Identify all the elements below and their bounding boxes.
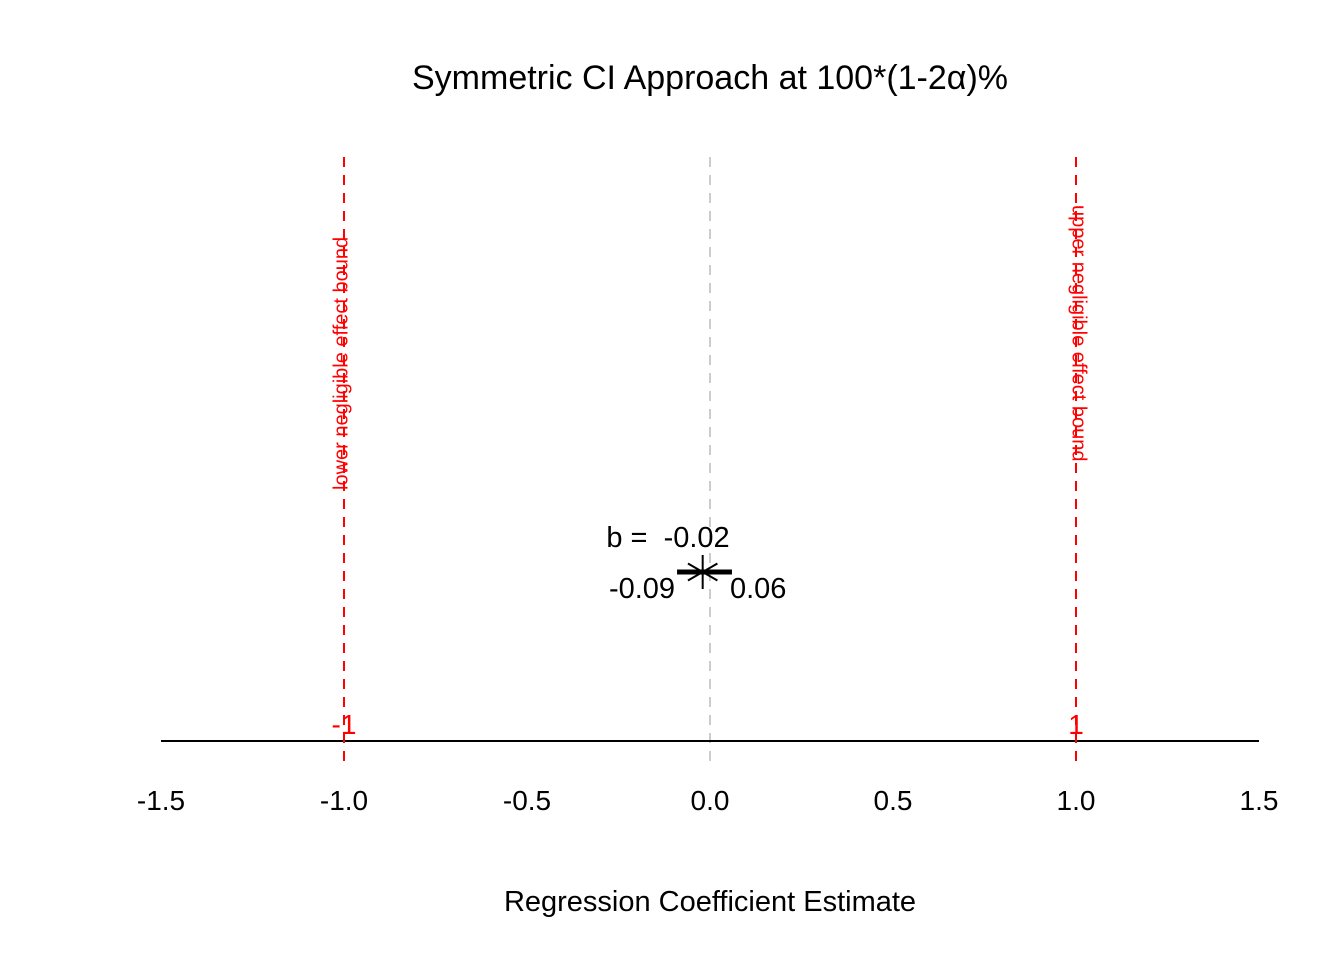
ci-lower-label: -0.09: [609, 573, 675, 605]
estimate-label: b = -0.02: [606, 522, 729, 554]
point-estimate-marker: [687, 555, 718, 589]
x-tick-label: 0.5: [874, 785, 913, 816]
x-tick-label: 0.0: [691, 785, 730, 816]
ci-upper-label: 0.06: [730, 573, 786, 605]
bound-value-label: -1: [332, 709, 357, 740]
chart-title: Symmetric CI Approach at 100*(1-2α)%: [412, 59, 1008, 97]
x-tick-label: -1.5: [137, 785, 185, 816]
bound-value-label: 1: [1068, 709, 1084, 740]
x-tick-label: 1.0: [1057, 785, 1096, 816]
x-axis-label: Regression Coefficient Estimate: [504, 886, 916, 918]
x-tick-label: 1.5: [1240, 785, 1279, 816]
star-stroke: [687, 562, 718, 582]
bound-text: upper negligible effect bound: [1068, 205, 1090, 462]
bound-text: lower negligible effect bound: [330, 237, 352, 490]
x-tick-label: -0.5: [503, 785, 551, 816]
x-tick-label: -1.0: [320, 785, 368, 816]
